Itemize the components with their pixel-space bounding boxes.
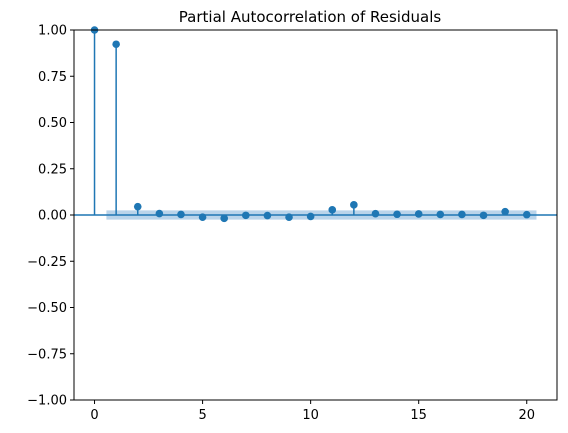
- marker-lag-16: [436, 210, 445, 219]
- marker-lag-3: [155, 209, 164, 218]
- marker-lag-11: [328, 206, 337, 214]
- y-tick-label: −1.00: [27, 394, 67, 409]
- x-tick-label: 10: [302, 408, 319, 423]
- chart-title: Partial Autocorrelation of Residuals: [179, 8, 442, 26]
- x-tick-label: 0: [90, 408, 98, 423]
- y-tick-label: 0.00: [38, 209, 67, 224]
- x-tick-label: 15: [410, 408, 427, 423]
- marker-lag-10: [306, 212, 315, 221]
- y-tick-label: 0.50: [38, 116, 67, 131]
- marker-lag-5: [198, 213, 207, 222]
- marker-lag-6: [220, 214, 228, 223]
- plot-area: −1.00 −0.75 −0.50 −0.25 0.00 0.25 0.50 0.75 1.00…: [27, 24, 558, 423]
- marker-lag-13: [371, 209, 380, 218]
- y-tick-label: −0.75: [27, 347, 67, 362]
- marker-lag-15: [414, 210, 423, 218]
- x-tick-label: 5: [198, 408, 206, 423]
- marker-lag-12: [350, 201, 358, 209]
- marker-lag-7: [242, 211, 250, 220]
- y-tick-label: 0.25: [38, 162, 67, 177]
- x-tick-label: 20: [518, 408, 535, 423]
- marker-lag-17: [458, 210, 466, 219]
- marker-lag-14: [393, 210, 401, 219]
- marker-lag-19: [501, 207, 509, 216]
- marker-lag-1: [112, 40, 120, 49]
- y-tick-label: 0.75: [38, 70, 67, 85]
- marker-lag-8: [263, 211, 272, 220]
- marker-lag-4: [177, 210, 185, 219]
- y-tick-label: 1.00: [38, 24, 67, 39]
- marker-lag-9: [285, 213, 293, 222]
- y-tick-label: −0.50: [27, 301, 67, 316]
- marker-lag-20: [522, 210, 531, 219]
- marker-lag-18: [479, 211, 488, 220]
- y-tick-label: −0.25: [27, 255, 67, 270]
- marker-lag-2: [133, 202, 142, 211]
